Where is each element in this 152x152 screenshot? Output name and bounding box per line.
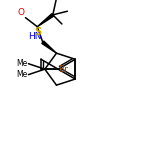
Text: HN: HN <box>28 33 41 41</box>
Text: O: O <box>18 8 25 17</box>
Text: Me: Me <box>16 59 28 68</box>
Polygon shape <box>37 14 54 27</box>
Text: Me: Me <box>16 70 28 79</box>
Polygon shape <box>42 41 56 53</box>
Text: Br: Br <box>58 65 68 74</box>
Text: S: S <box>35 28 42 38</box>
